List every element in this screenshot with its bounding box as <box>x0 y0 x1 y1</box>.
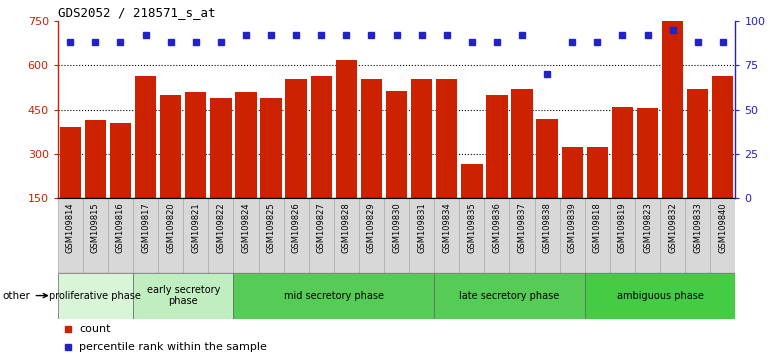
Text: late secretory phase: late secretory phase <box>460 291 560 301</box>
Bar <box>160 95 182 198</box>
Text: GSM109818: GSM109818 <box>593 202 602 253</box>
Bar <box>660 198 685 273</box>
Bar <box>409 198 434 273</box>
Bar <box>259 198 283 273</box>
Bar <box>687 89 708 198</box>
Bar <box>386 91 407 198</box>
Text: GSM109838: GSM109838 <box>543 202 551 253</box>
Bar <box>459 198 484 273</box>
Bar <box>510 198 534 273</box>
Text: GSM109823: GSM109823 <box>643 202 652 253</box>
Bar <box>610 198 635 273</box>
Text: GSM109828: GSM109828 <box>342 202 351 253</box>
Text: GSM109820: GSM109820 <box>166 202 176 253</box>
Bar <box>286 79 306 198</box>
Bar <box>537 119 557 198</box>
Bar <box>560 198 584 273</box>
Text: GSM109831: GSM109831 <box>417 202 426 253</box>
Text: ambiguous phase: ambiguous phase <box>617 291 704 301</box>
Text: GSM109833: GSM109833 <box>693 202 702 253</box>
Bar <box>487 95 507 198</box>
Text: GSM109837: GSM109837 <box>517 202 527 253</box>
Bar <box>133 273 233 319</box>
Bar <box>158 198 183 273</box>
Text: GSM109840: GSM109840 <box>718 202 728 253</box>
Text: early secretory
phase: early secretory phase <box>146 285 220 307</box>
Bar <box>108 198 133 273</box>
Bar <box>233 273 434 319</box>
Text: GSM109822: GSM109822 <box>216 202 226 253</box>
Bar <box>233 198 259 273</box>
Text: GSM109829: GSM109829 <box>367 202 376 253</box>
Bar <box>309 198 334 273</box>
Bar <box>334 198 359 273</box>
Bar <box>662 20 683 198</box>
Bar <box>110 123 131 198</box>
Bar <box>584 198 610 273</box>
Text: GSM109821: GSM109821 <box>191 202 200 253</box>
Bar <box>58 198 83 273</box>
Text: GSM109835: GSM109835 <box>467 202 477 253</box>
Bar <box>611 107 633 198</box>
Bar <box>461 164 483 198</box>
Bar <box>434 198 459 273</box>
Bar <box>58 273 133 319</box>
Bar <box>436 79 457 198</box>
Bar <box>85 120 106 198</box>
Bar <box>210 98 232 198</box>
Bar <box>584 273 735 319</box>
Bar <box>59 127 81 198</box>
Text: GSM109815: GSM109815 <box>91 202 100 253</box>
Bar <box>511 89 533 198</box>
Bar <box>183 198 209 273</box>
Text: GSM109830: GSM109830 <box>392 202 401 253</box>
Bar <box>236 92 256 198</box>
Bar <box>411 79 432 198</box>
Text: GSM109817: GSM109817 <box>141 202 150 253</box>
Text: GSM109834: GSM109834 <box>442 202 451 253</box>
Bar <box>83 198 108 273</box>
Bar <box>133 198 158 273</box>
Bar <box>135 76 156 198</box>
Bar <box>712 76 734 198</box>
Bar <box>561 147 583 198</box>
Bar <box>283 198 309 273</box>
Text: mid secretory phase: mid secretory phase <box>284 291 383 301</box>
Bar <box>637 108 658 198</box>
Text: GSM109819: GSM109819 <box>618 202 627 253</box>
Bar <box>685 198 710 273</box>
Bar <box>361 79 382 198</box>
Bar <box>209 198 233 273</box>
Bar <box>359 198 384 273</box>
Text: GSM109826: GSM109826 <box>292 202 300 253</box>
Text: GSM109825: GSM109825 <box>266 202 276 253</box>
Text: GDS2052 / 218571_s_at: GDS2052 / 218571_s_at <box>58 6 216 19</box>
Text: other: other <box>3 291 48 301</box>
Text: GSM109816: GSM109816 <box>116 202 125 253</box>
Text: proliferative phase: proliferative phase <box>49 291 142 301</box>
Bar <box>260 98 282 198</box>
Bar <box>336 59 357 198</box>
Text: GSM109824: GSM109824 <box>242 202 250 253</box>
Bar <box>710 198 735 273</box>
Text: GSM109832: GSM109832 <box>668 202 677 253</box>
Bar <box>384 198 409 273</box>
Bar <box>635 198 660 273</box>
Bar <box>534 198 560 273</box>
Bar <box>310 76 332 198</box>
Text: GSM109839: GSM109839 <box>567 202 577 253</box>
Text: GSM109836: GSM109836 <box>493 202 501 253</box>
Bar <box>587 147 608 198</box>
Text: GSM109814: GSM109814 <box>65 202 75 253</box>
Bar <box>185 92 206 198</box>
Text: percentile rank within the sample: percentile rank within the sample <box>79 342 267 352</box>
Bar <box>484 198 510 273</box>
Text: GSM109827: GSM109827 <box>316 202 326 253</box>
Text: count: count <box>79 324 111 334</box>
Bar <box>434 273 584 319</box>
